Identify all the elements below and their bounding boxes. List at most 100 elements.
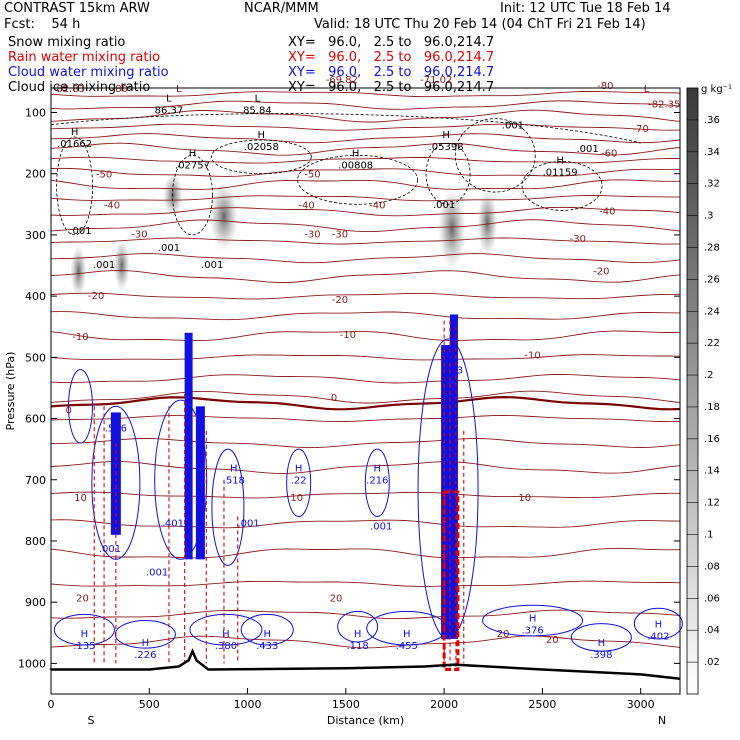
extremum-value: 86.37 [155,105,184,116]
zero-isotherm [50,395,681,411]
y-axis-label: Pressure (hPa) [4,352,17,431]
extremum-marker: H [352,148,360,159]
extremum-value: .001 [433,200,455,211]
colorbar-tick-label: .22 [704,338,720,349]
isotherm-line [50,311,681,321]
colorbar-tick-label: .08 [704,561,720,572]
x-tick-label: 1000 [234,698,262,711]
cloud-water-contour [570,623,632,652]
isotherm-line [50,438,681,449]
extremum-marker: H [189,148,197,159]
isotherm-line [50,237,681,245]
extremum-marker: H [598,638,606,649]
extremum-marker: L [255,93,261,104]
extremum-value: .02058 [244,142,279,153]
y-tick-label: 500 [25,351,46,364]
extremum-value: .001 [146,567,168,578]
extremum-marker: H [71,127,79,138]
isotherm-label: 20 [76,593,89,604]
isotherm-label: 10 [518,493,531,504]
isotherm-line [50,109,681,123]
isotherm-line [50,373,681,384]
isotherm-label: -80 [597,81,613,92]
cloud-water-contour [67,369,93,444]
isotherm-label: -80 [112,84,128,95]
extremum-marker: H [142,638,150,649]
extremum-value: .303 [441,365,463,376]
colorbar-tick-label: .32 [704,179,720,190]
isotherm-line [50,635,681,649]
isotherm-label: -60 [601,148,617,159]
cloud-water-core [449,314,458,639]
extremum-marker: L [166,93,172,104]
isotherm-line [50,195,681,202]
colorbar-tick-label: .1 [704,530,714,541]
extremum-value: .001 [201,260,223,271]
colorbar-tick-label: .14 [704,466,720,477]
isotherm-line [50,219,681,233]
extremum-marker: H [655,620,663,631]
isotherm-label: -30 [131,230,147,241]
isotherm-label: -30 [570,234,586,245]
extremum-value: .526 [105,424,127,435]
extremum-value: .380 [215,641,237,652]
extremum-marker: H [354,629,362,640]
isotherm-label: -82.35 [648,99,680,110]
x-tick-label: 2500 [528,698,556,711]
extremum-value: .02757 [175,160,210,171]
extremum-value: .118 [347,641,369,652]
isotherm-label: -10 [72,332,88,343]
cloud-water-core [195,406,205,560]
cloud-water-contour [91,405,141,560]
extremum-marker: H [222,629,230,640]
isotherm-label: -10 [340,330,356,341]
extremum-value: .518 [223,476,245,487]
isotherm-label: -10 [524,350,540,361]
cloud-water-contour [189,613,263,646]
cloud-ice-contour [172,154,213,236]
y-tick-label: 1000 [18,657,46,670]
cloud-ice-contour [521,161,603,211]
cloud-ice-contour [210,139,312,175]
field-rain: Rain water mixing ratio [8,50,161,65]
colorbar-unit: g kg⁻¹ [701,84,732,95]
cloud-ice-contour [454,118,536,193]
colorbar-tick-label: .18 [704,402,720,413]
isotherm-label: L [644,84,650,95]
cloud-water-core [184,332,193,560]
extremum-value: .226 [134,650,156,661]
isotherm-label: -70 [633,124,649,135]
isotherm-line [50,167,681,177]
isotherm-label: -30 [304,230,320,241]
snow-shading [113,239,130,292]
center-label: NCAR/MMM [244,1,319,16]
extremum-marker: H [230,464,238,475]
cloud-water-contour [154,399,208,560]
isotherm-line [50,415,681,423]
x-tick-label: 0 [48,698,55,711]
snow-shading [437,188,466,269]
y-tick-label: 400 [25,290,46,303]
isotherm-label: 10 [290,493,303,504]
cloud-water-contour [364,448,390,517]
colorbar-tick-label: .04 [704,625,720,636]
cloud-water-contour [240,613,294,646]
isotherm-line [50,461,681,474]
colorbar-tick-label: .16 [704,434,720,445]
isotherm-line [50,580,681,587]
isotherm-label: 20 [330,593,343,604]
plot-frame [50,87,681,695]
y-tick-label: 600 [25,413,46,426]
x-tick-label: 3000 [627,698,655,711]
cloud-water-contour [337,610,379,643]
isotherm-label: 0 [331,393,337,404]
extremum-marker: H [448,353,456,364]
colorbar-tick-label: .3 [704,211,714,222]
snow-shading [70,245,87,298]
extremum-marker: H [529,614,537,625]
extremum-value: .22 [291,476,307,487]
rain-water-core [442,490,460,672]
snow-shading [209,182,238,251]
cloud-water-contour [53,613,115,646]
isotherm-label: 10 [74,493,87,504]
